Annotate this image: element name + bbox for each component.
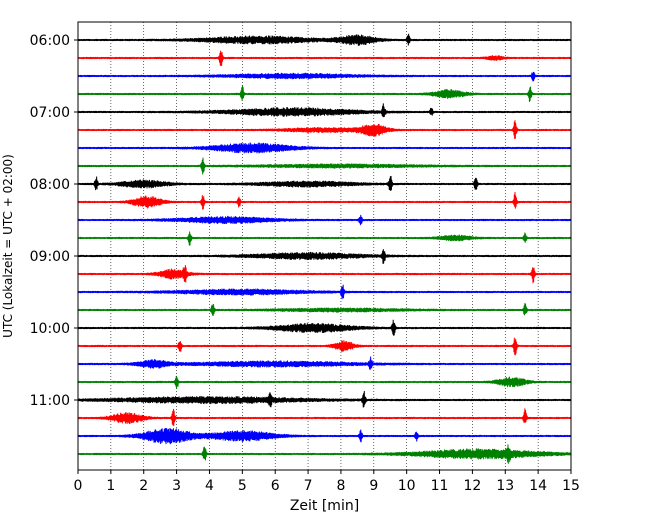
trace-row-23: [77, 444, 572, 464]
x-tick-label: 3: [172, 478, 181, 494]
x-tick-label: 1: [106, 478, 115, 494]
x-tick-label: 12: [463, 478, 481, 494]
x-tick-label: 2: [139, 478, 148, 494]
trace-row-9: [77, 192, 572, 210]
y-tick-label: 10:00: [30, 321, 70, 337]
plot-frame: [77, 21, 572, 471]
x-tick-label: 0: [74, 478, 83, 494]
x-tick-label: 11: [431, 478, 449, 494]
y-tick-label: 08:00: [30, 177, 70, 193]
x-tick-label: 10: [398, 478, 416, 494]
trace-row-19: [77, 375, 572, 390]
x-tick-label: 15: [562, 478, 580, 494]
trace-row-17: [77, 337, 572, 356]
x-tick-label: 8: [336, 478, 345, 494]
trace-row-15: [77, 303, 572, 316]
y-axis-ticks: 06:00 07:00 08:00 09:00 10:00 11:00: [30, 33, 78, 409]
y-tick-label: 07:00: [30, 105, 70, 121]
trace-row-8: [77, 175, 572, 191]
trace-row-6: [77, 142, 572, 154]
trace-row-1: [77, 50, 572, 67]
trace-row-22: [77, 427, 572, 445]
x-axis-label: Zeit [min]: [290, 498, 359, 514]
trace-row-3: [77, 84, 572, 103]
trace-row-20: [77, 390, 572, 408]
trace-row-7: [77, 157, 572, 175]
trace-row-4: [77, 103, 572, 118]
trace-row-21: [77, 408, 572, 427]
x-axis-ticks: 0 1 2 3 4 5 6 7 8 9 10 11 12 13 14 15: [74, 470, 580, 494]
trace-row-18: [77, 356, 572, 370]
trace-row-16: [77, 319, 572, 336]
y-axis-label: UTC (Lokalzeit = UTC + 02:00): [1, 154, 15, 338]
trace-group: [77, 33, 572, 464]
trace-row-2: [77, 71, 572, 82]
x-tick-label: 4: [205, 478, 214, 494]
x-tick-label: 13: [496, 478, 514, 494]
y-tick-label: 06:00: [30, 33, 70, 49]
trace-row-10: [77, 214, 572, 226]
y-tick-label: 11:00: [30, 393, 70, 409]
x-tick-label: 9: [369, 478, 378, 494]
x-tick-label: 14: [529, 478, 547, 494]
trace-row-14: [77, 284, 572, 300]
y-tick-label: 09:00: [30, 249, 70, 265]
trace-row-5: [77, 120, 572, 139]
x-tick-label: 6: [271, 478, 280, 494]
x-tick-label: 5: [238, 478, 247, 494]
trace-row-0: [77, 33, 572, 46]
trace-row-12: [77, 249, 572, 264]
x-tick-label: 7: [304, 478, 313, 494]
trace-row-13: [77, 264, 572, 284]
trace-row-11: [77, 231, 572, 246]
